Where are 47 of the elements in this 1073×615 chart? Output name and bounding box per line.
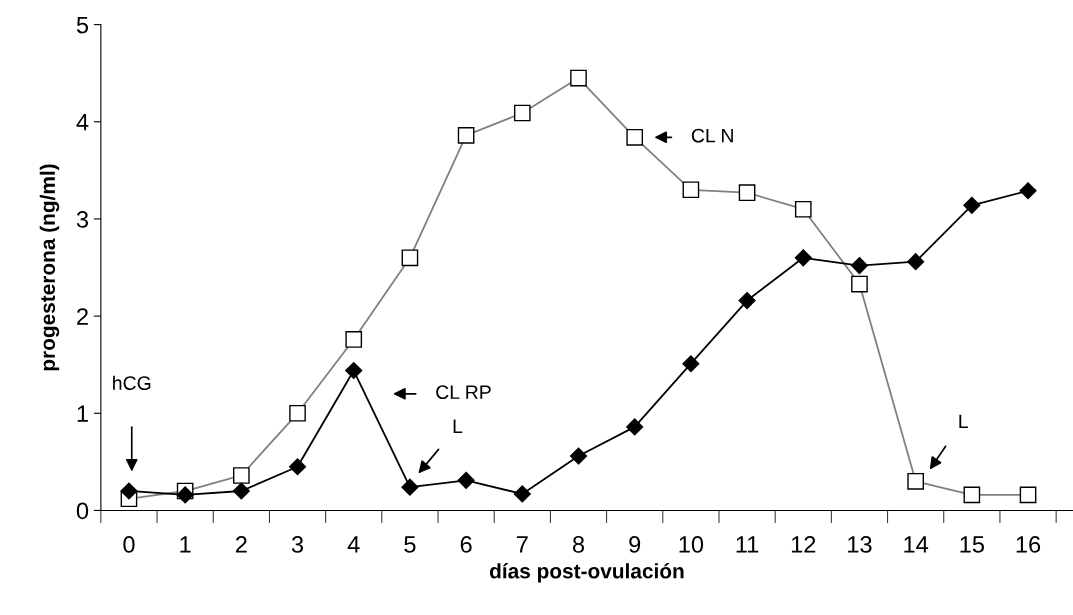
y-tick-label: 4 [76, 114, 89, 131]
x-tick-label: 6 [460, 536, 472, 553]
point [569, 447, 588, 465]
x-tick-label: 1 [180, 536, 191, 553]
x-tick-label: 11 [736, 536, 759, 553]
x-tick-label: 8 [572, 536, 585, 553]
annotation: L [453, 419, 463, 433]
point [907, 253, 925, 271]
x-axis-title: días post-ovulación [489, 563, 684, 583]
x-tick-label: 3 [291, 536, 304, 553]
point [963, 196, 981, 214]
x-tick-label: 5 [404, 536, 416, 553]
y-axis-title: progesterona (ng/ml) [39, 164, 60, 371]
x-tick-label: 7 [516, 536, 528, 553]
annotation: CL N [691, 128, 733, 143]
y-tick-label: 2 [77, 308, 88, 325]
x-tick-label: 12 [791, 536, 816, 553]
annotation: L [959, 414, 968, 429]
point [232, 482, 250, 500]
x-tick-label: 15 [960, 536, 984, 553]
annotation: hCG [113, 375, 151, 390]
point [850, 257, 869, 275]
x-tick-label: 10 [679, 536, 704, 553]
annotation: CL RP [436, 385, 491, 400]
x-tick-label: 4 [347, 536, 360, 553]
x-tick-label: 16 [1016, 536, 1041, 553]
point [738, 292, 756, 310]
x-tick-label: 2 [235, 536, 247, 553]
point [176, 486, 194, 504]
point [288, 458, 307, 476]
y-tick-label: 3 [76, 211, 89, 228]
point [457, 471, 475, 489]
point [345, 361, 363, 380]
y-tick-label: 0 [76, 502, 89, 520]
x-tick-label: 13 [848, 536, 872, 553]
point [682, 355, 700, 373]
point [626, 418, 644, 436]
point [513, 485, 531, 503]
x-tick-label: 14 [904, 536, 929, 553]
x-tick-label: 9 [629, 536, 641, 553]
point [1019, 182, 1037, 200]
point [794, 249, 812, 267]
point [120, 482, 138, 500]
y-tick-label: 5 [76, 16, 89, 34]
x-tick-label: 0 [123, 536, 135, 553]
y-tick-label: 1 [77, 405, 88, 422]
point [401, 478, 419, 496]
